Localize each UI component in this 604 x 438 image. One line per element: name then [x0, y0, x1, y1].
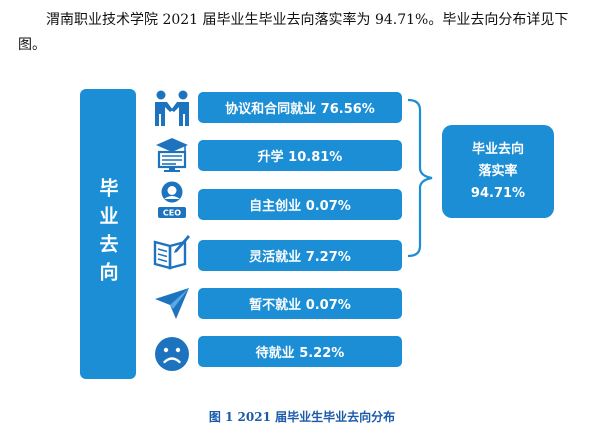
destination-label: 毕业去向: [96, 178, 119, 290]
figure-caption: 图 1 2021 届毕业生毕业去向分布: [208, 410, 396, 424]
sad-face-icon: [155, 337, 189, 371]
graduation-cap-icon: [156, 138, 188, 172]
rate-line-1: 毕业去向: [471, 141, 524, 157]
grouping-brace: [407, 98, 433, 258]
ceo-icon-text: CEO: [163, 209, 181, 218]
handshake-people-icon: [155, 90, 189, 126]
destination-label-box: 毕业去向: [80, 89, 136, 379]
destination-item-further-study: 升学 10.81%: [198, 140, 402, 171]
intro-paragraph: 渭南职业技术学院 2021 届毕业生毕业去向落实率为 94.71%。毕业去向分布…: [18, 12, 569, 53]
destination-item-self-employed: 自主创业 0.07%: [198, 189, 402, 220]
destination-item-not-employed: 暂不就业 0.07%: [198, 288, 402, 319]
destination-item-flexible: 灵活就业 7.27%: [198, 240, 402, 271]
rate-line-2: 落实率: [478, 163, 518, 179]
destination-item-awaiting: 待就业 5.22%: [198, 336, 402, 367]
ceo-icon: CEO: [158, 181, 186, 218]
notebook-pen-icon: [153, 235, 190, 270]
rate-value: 94.71%: [470, 185, 526, 201]
implementation-rate-box: 毕业去向 落实率 94.71%: [442, 125, 554, 218]
paper-plane-icon: [155, 288, 189, 319]
destination-item-contract: 协议和合同就业 76.56%: [198, 92, 402, 123]
